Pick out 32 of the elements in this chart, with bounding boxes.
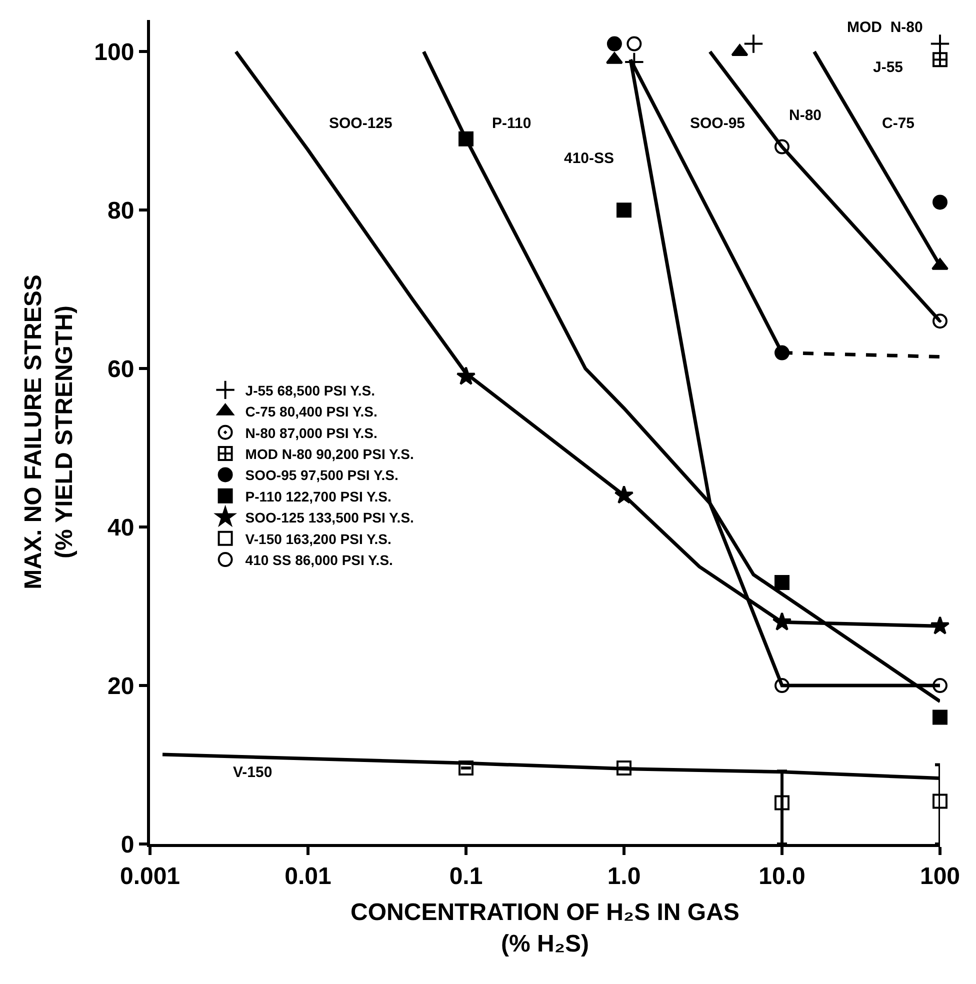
legend-label: SOO-95 97,500 PSI Y.S.	[245, 467, 398, 484]
x-tick-label: 0.1	[449, 862, 483, 890]
x-tick-label: 0.01	[284, 862, 332, 890]
legend-label: SOO-125 133,500 PSI Y.S.	[245, 510, 414, 526]
annotation: V-150	[233, 764, 272, 781]
legend-label: 410 SS 86,000 PSI Y.S.	[245, 552, 393, 568]
annotation: SOO-125	[329, 115, 392, 132]
y-tick-label: 60	[107, 356, 134, 384]
annotation: SOO-95	[690, 115, 746, 132]
y-tick-label: 100	[94, 39, 134, 66]
y-tick-label: 20	[107, 672, 134, 700]
annotation: C-75	[882, 115, 915, 132]
annotation: MOD N-80	[847, 19, 923, 36]
x-tick-label: 1.0	[607, 862, 641, 890]
x-axis-title: CONCENTRATION OF H₂S IN GAS (% H₂S)	[350, 899, 740, 958]
legend-label: MOD N-80 90,200 PSI Y.S.	[245, 446, 414, 462]
annotation: N-80	[789, 107, 822, 124]
y-axis-title: MAX. NO FAILURE STRESS (% YIELD STRENGTH)	[20, 274, 78, 590]
x-tick-label: 10.0	[758, 862, 806, 890]
annotation: P-110	[492, 115, 532, 132]
legend-label: N-80 87,000 PSI Y.S.	[245, 424, 378, 441]
legend-label: P-110 122,700 PSI Y.S.	[245, 488, 392, 504]
x-tick-label: 100	[920, 862, 960, 890]
legend-label: C-75 80,400 PSI Y.S.	[245, 404, 378, 420]
annotation: 410-SS	[564, 150, 614, 167]
y-tick-label: 80	[107, 198, 134, 225]
annotation: J-55	[873, 59, 904, 76]
x-tick-label: 0.001	[120, 862, 180, 890]
legend-label: V-150 163,200 PSI Y.S.	[245, 530, 392, 547]
y-tick-label: 0	[120, 831, 134, 858]
y-tick-label: 40	[107, 514, 134, 542]
legend-label: J-55 68,500 PSI Y.S.	[245, 382, 376, 398]
